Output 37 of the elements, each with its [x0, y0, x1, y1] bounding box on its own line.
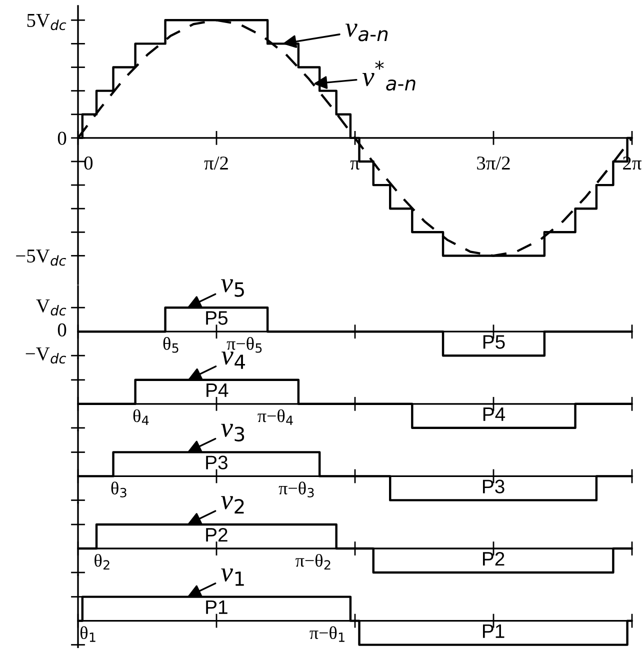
x-tick-label: π/2: [204, 156, 228, 170]
annotation: P1: [482, 624, 504, 638]
annotation: P4: [206, 384, 228, 397]
text: −V$_{dc}$: [26, 347, 66, 364]
annotation: π−θ$_{3}$: [278, 482, 314, 498]
annotation: P4: [483, 408, 506, 421]
x-tick-label: π: [350, 160, 360, 170]
annotation: π−θ$_{4}$: [258, 409, 293, 425]
y-tick-label: 5V$_{dc}$: [27, 14, 66, 30]
annotation: π−θ$_{2}$: [296, 554, 330, 570]
y-tick-label: −5V$_{dc}$: [16, 250, 66, 266]
annotation: θ$_{1}$: [80, 626, 96, 642]
annotation: π−θ$_{5}$: [226, 337, 262, 353]
annotation: v$_{2}$: [221, 496, 244, 514]
annotation: P5: [483, 335, 505, 349]
annotation: π−θ$_{1}$: [310, 626, 344, 642]
annotation: P5: [206, 311, 228, 325]
annotation: P3: [206, 456, 228, 470]
annotation: θ$_{3}$: [111, 482, 126, 498]
x-tick-label: 3π/2: [477, 156, 510, 170]
x-tick-label: 0: [84, 156, 93, 170]
annotation: θ$_{2}$: [94, 554, 110, 570]
x-tick-label: 2π: [623, 156, 642, 170]
annotation: v$_{5}$: [221, 279, 244, 297]
annotation: P3: [482, 480, 504, 494]
annotation: P2: [482, 552, 504, 566]
annotation: θ$_{4}$: [133, 409, 149, 425]
annotation: v$_{1}$: [221, 568, 244, 586]
annotation: P2: [206, 528, 228, 542]
annotation: v$_{4}$: [221, 352, 245, 369]
annotation: v$^{*}$$_{a‐n}$: [362, 60, 416, 91]
annotation: θ$_{5}$: [163, 337, 178, 353]
annotation: v$_{3}$: [221, 424, 244, 442]
annotation: P1: [206, 600, 228, 614]
annotation: v$_{a‐n}$: [345, 24, 388, 42]
text: V$_{dc}$: [36, 299, 66, 316]
y-tick-label: 0: [58, 132, 66, 145]
